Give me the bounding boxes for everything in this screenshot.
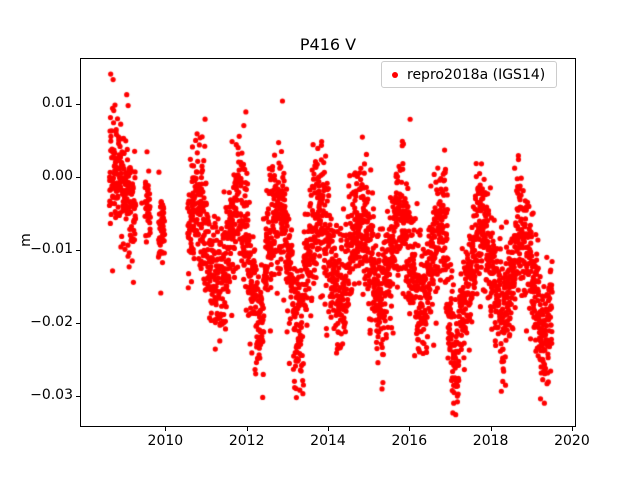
x-tick-mark	[246, 427, 248, 432]
chart-title: P416 V	[299, 35, 357, 54]
x-tick-mark	[571, 427, 573, 432]
x-tick-mark	[490, 427, 492, 432]
y-tick-mark	[76, 322, 80, 324]
y-tick-label: −0.02	[30, 313, 73, 330]
legend: repro2018a (IGS14)	[381, 61, 558, 88]
x-tick-label: 2014	[310, 433, 346, 449]
x-tick-label: 2020	[554, 433, 590, 449]
x-tick-label: 2010	[147, 433, 184, 449]
x-tick-label: 2018	[472, 433, 509, 449]
y-tick-mark	[76, 104, 80, 106]
x-tick-label: 2012	[228, 433, 265, 449]
y-tick-label: −0.01	[30, 241, 73, 258]
legend-marker-dot-icon	[392, 71, 398, 78]
legend-label: repro2018a (IGS14)	[407, 66, 546, 83]
y-tick-label: 0.00	[41, 168, 73, 185]
x-tick-mark	[328, 427, 329, 432]
y-tick-mark	[76, 395, 80, 397]
x-tick-mark	[165, 427, 167, 432]
y-tick-label: −0.03	[30, 386, 73, 403]
scatter-points-canvas	[80, 57, 576, 428]
y-tick-mark	[76, 250, 80, 252]
x-tick-mark	[409, 427, 411, 432]
y-tick-mark	[76, 177, 80, 179]
y-tick-label: 0.01	[41, 95, 73, 112]
x-tick-label: 2016	[391, 433, 428, 449]
